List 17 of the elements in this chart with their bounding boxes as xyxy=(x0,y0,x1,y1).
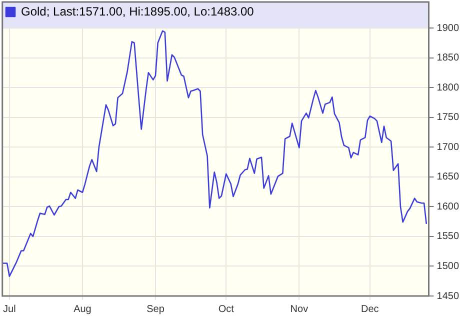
x-tick-label: Jul xyxy=(3,304,16,315)
x-tick-label: Oct xyxy=(218,304,234,315)
legend-label: Gold; Last:1571.00, Hi:1895.00, Lo:1483.00 xyxy=(21,4,254,18)
y-tick-label: 1800 xyxy=(436,82,460,94)
x-tick-label: Nov xyxy=(290,304,308,315)
y-tick-label: 1750 xyxy=(436,112,460,124)
x-tick-label: Sep xyxy=(146,304,165,315)
y-tick-label: 1550 xyxy=(436,231,460,242)
y-tick-label: 1600 xyxy=(436,201,460,212)
y-tick-label: 1850 xyxy=(436,52,460,64)
x-tick-label: Aug xyxy=(74,304,92,315)
y-tick-label: 1900 xyxy=(436,22,460,34)
y-tick-label: 1450 xyxy=(436,290,460,302)
y-tick-label: 1700 xyxy=(436,142,460,153)
y-tick-label: 1500 xyxy=(436,260,460,272)
x-tick-label: Dec xyxy=(360,304,379,315)
y-tick-label: 1650 xyxy=(436,172,460,183)
